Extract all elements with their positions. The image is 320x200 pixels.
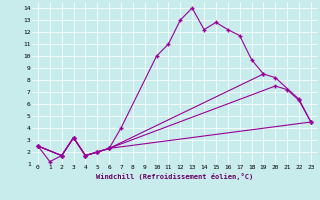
X-axis label: Windchill (Refroidissement éolien,°C): Windchill (Refroidissement éolien,°C) bbox=[96, 173, 253, 180]
